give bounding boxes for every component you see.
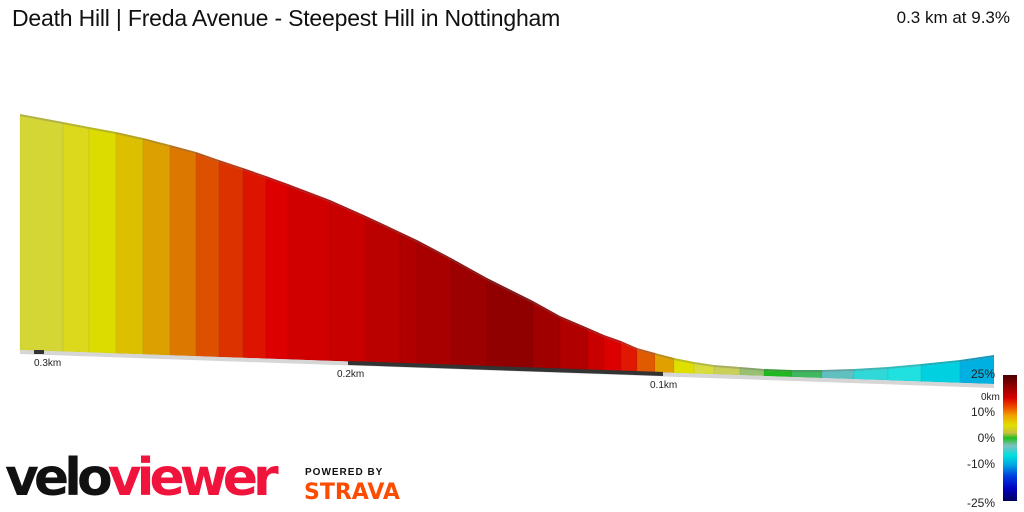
gradient-segment xyxy=(532,302,561,370)
segment-top-edge xyxy=(604,335,621,343)
gradient-segment xyxy=(265,177,289,360)
segment-top-edge xyxy=(89,127,116,134)
segment-top-edge xyxy=(854,367,888,371)
segment-top-edge xyxy=(655,353,674,360)
gradient-segment xyxy=(559,317,589,371)
legend-label-minus25: -25% xyxy=(966,496,995,510)
legend-label-25: 25% xyxy=(970,367,995,381)
gradient-segment xyxy=(486,279,534,369)
segment-top-edge xyxy=(243,168,266,178)
segment-top-edge xyxy=(888,364,921,369)
segment-top-edge xyxy=(792,370,822,372)
segment-top-edge xyxy=(20,114,63,124)
tick-label-0km: 0km xyxy=(981,392,1000,403)
segment-top-edge xyxy=(560,316,588,330)
gradient-segment xyxy=(88,128,117,354)
gradient-segment xyxy=(169,146,197,357)
segment-summary: 0.3 km at 9.3% xyxy=(896,8,1010,27)
tick-label-0.3km: 0.3km xyxy=(34,358,61,369)
segment-top-edge xyxy=(116,132,143,140)
tick-label-0.2km: 0.2km xyxy=(337,369,364,380)
logo-velo: velo xyxy=(5,448,113,508)
gradient-segments xyxy=(19,114,995,385)
segment-top-edge xyxy=(266,176,288,186)
segment-top-edge xyxy=(637,348,655,355)
segment-top-edge xyxy=(143,138,170,147)
gradient-segment xyxy=(142,139,171,356)
strava-logo: STRAVA xyxy=(304,480,400,505)
gradient-color-scale xyxy=(1003,375,1017,501)
gradient-segment xyxy=(791,371,823,379)
segment-top-edge xyxy=(330,200,366,218)
segment-top-edge xyxy=(219,160,243,170)
gradient-segment xyxy=(242,169,267,359)
segment-top-edge xyxy=(417,240,451,260)
gradient-segment xyxy=(365,217,401,364)
segment-top-edge xyxy=(288,184,330,202)
powered-by-label: POWERED BY xyxy=(305,467,384,478)
gradient-segment xyxy=(287,185,331,362)
legend-label-10: 10% xyxy=(970,405,995,419)
segment-top-edge xyxy=(621,341,637,350)
segment-top-edge xyxy=(366,216,400,234)
segment-top-edge xyxy=(822,369,854,372)
gradient-segment xyxy=(195,153,220,358)
segment-top-edge xyxy=(740,367,764,371)
legend-label-0: 0% xyxy=(977,431,995,445)
tick-label-0.1km: 0.1km xyxy=(650,380,677,391)
gradient-segment xyxy=(218,161,244,359)
segment-top-edge xyxy=(533,301,560,318)
segment-top-edge xyxy=(63,122,89,129)
legend-label-minus10: -10% xyxy=(966,457,995,471)
segment-top-edge xyxy=(694,362,714,367)
gradient-segment xyxy=(587,329,605,371)
gradient-segment xyxy=(416,241,452,366)
gradient-segment xyxy=(115,133,144,355)
segment-top-edge xyxy=(960,355,994,362)
gradient-segment xyxy=(62,123,90,353)
segment-top-edge xyxy=(764,369,792,372)
segment-top-edge xyxy=(487,278,533,303)
segment-top-edge xyxy=(400,232,417,242)
logo-viewer: viewer xyxy=(107,448,279,508)
segment-top-edge xyxy=(196,152,219,162)
distance-band-1 xyxy=(34,350,44,354)
segment-top-edge xyxy=(451,258,487,280)
gradient-segment xyxy=(19,115,64,352)
segment-top-edge xyxy=(921,360,960,366)
segment-top-edge xyxy=(588,328,604,337)
segment-top-edge xyxy=(674,358,694,364)
gradient-segment xyxy=(821,370,855,380)
gradient-segment xyxy=(329,201,367,363)
distance-band-2 xyxy=(348,361,663,376)
veloviewer-logo: veloviewer xyxy=(5,452,279,504)
segment-top-edge xyxy=(170,145,196,154)
gradient-segment xyxy=(763,370,793,378)
page-title: Death Hill | Freda Avenue - Steepest Hil… xyxy=(12,5,561,31)
segment-top-edge xyxy=(714,365,740,369)
gradient-segment xyxy=(399,233,418,365)
